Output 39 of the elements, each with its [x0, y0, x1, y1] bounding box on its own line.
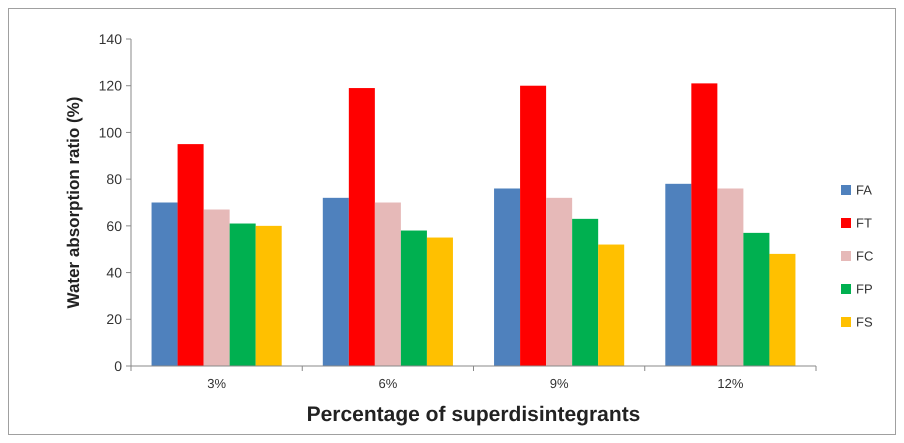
bar [152, 202, 178, 366]
bar [230, 224, 256, 366]
legend-label: FC [856, 248, 874, 264]
legend-label: FS [856, 314, 873, 330]
y-tick-label: 0 [114, 358, 122, 374]
bar [717, 188, 744, 366]
y-axis-title: Water absorption ratio (%) [64, 96, 83, 308]
x-tick-label: 3% [207, 376, 226, 391]
bar [769, 254, 796, 366]
x-tick-label: 9% [550, 376, 569, 391]
x-tick-label: 12% [717, 376, 744, 391]
x-tick-label: 6% [378, 376, 398, 391]
legend-label: FT [856, 216, 872, 231]
y-tick-label: 100 [98, 124, 122, 140]
legend-label: FP [856, 282, 873, 297]
bar [598, 244, 624, 366]
bar [546, 198, 572, 366]
y-tick-label: 120 [98, 78, 122, 94]
bar [665, 184, 692, 366]
bar [322, 198, 349, 366]
bar [348, 88, 375, 366]
y-tick-label: 20 [106, 311, 122, 328]
y-tick-label: 40 [106, 264, 122, 280]
y-tick-label: 140 [98, 30, 122, 47]
bar [400, 230, 427, 366]
y-tick-label: 60 [106, 218, 122, 234]
bar [178, 144, 204, 366]
x-axis-title: Percentage of superdisintegrants [306, 403, 640, 426]
bar [256, 226, 282, 366]
bar [426, 238, 453, 366]
bar [520, 86, 546, 366]
bar [691, 83, 718, 366]
bar [572, 218, 598, 366]
bar [374, 202, 401, 366]
y-tick-label: 80 [106, 171, 122, 188]
bar [204, 210, 230, 366]
bar [494, 188, 520, 366]
legend-label: FA [856, 182, 872, 198]
bar [743, 232, 770, 366]
